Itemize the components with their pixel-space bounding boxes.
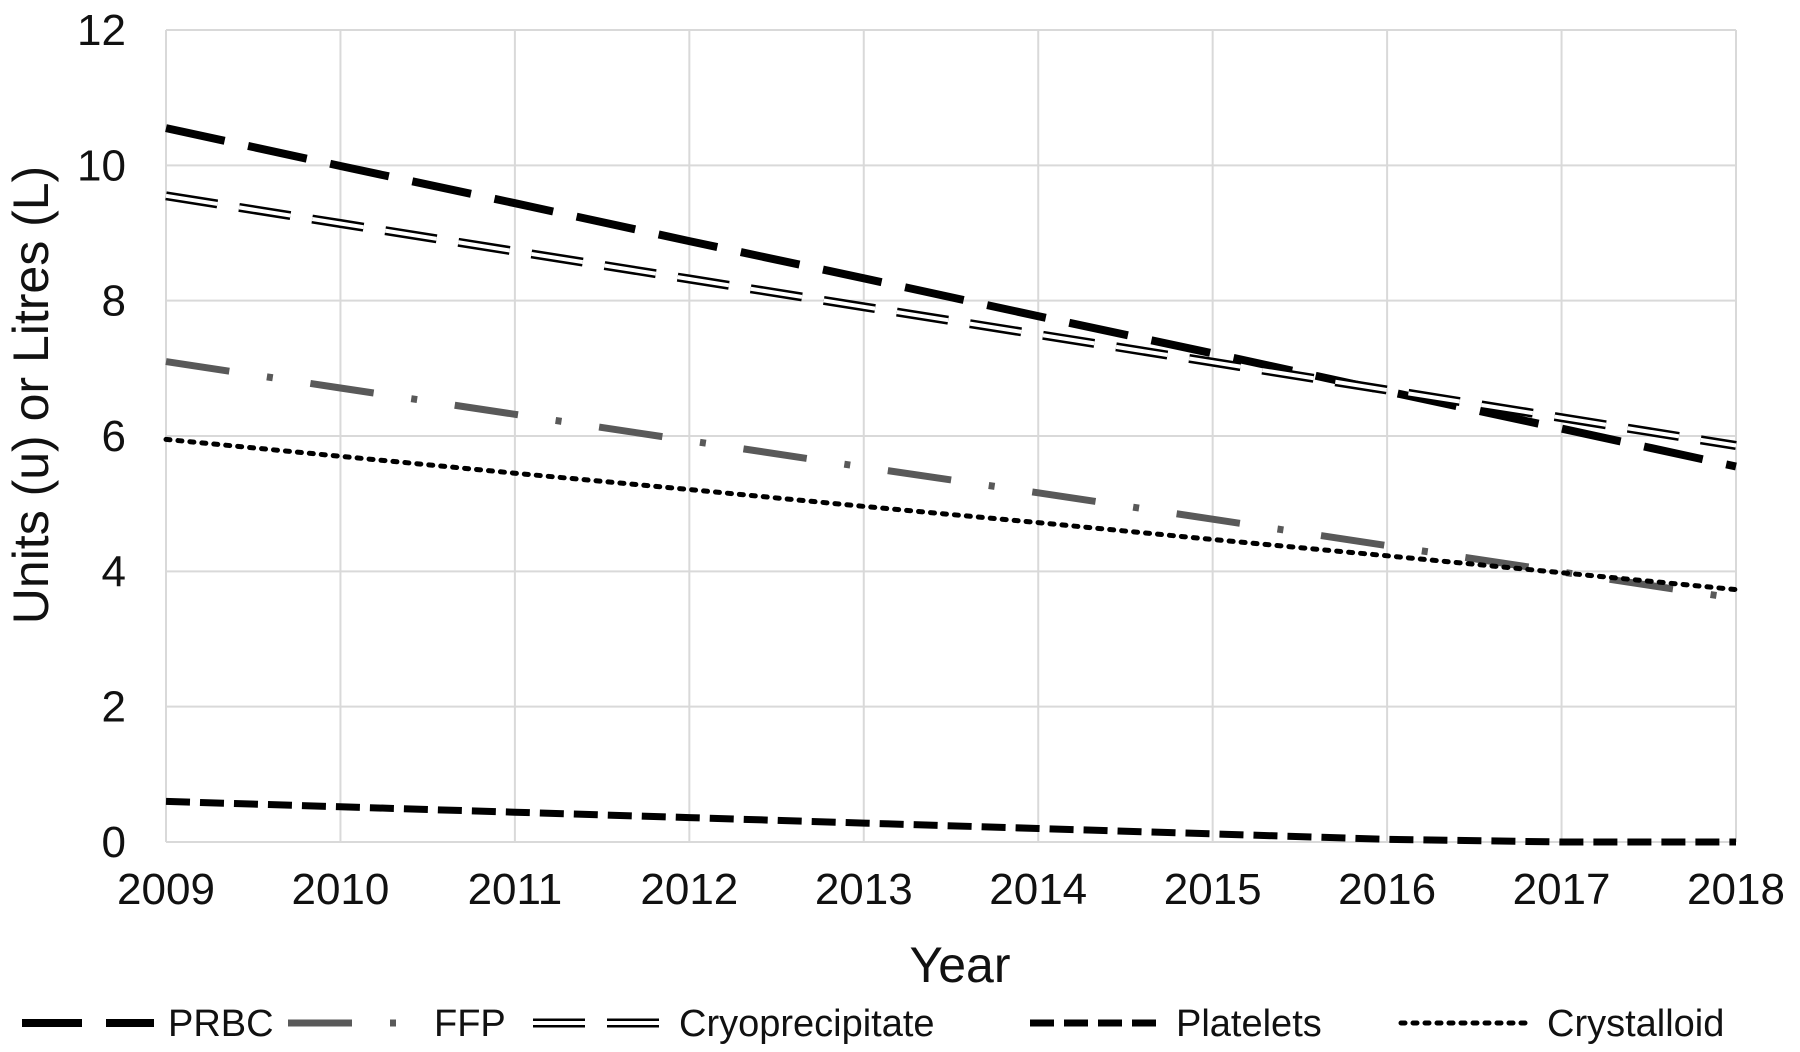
series-platelets: [165, 797, 1736, 846]
series-prbc: [165, 124, 1737, 471]
x-tick-label: 2018: [1687, 865, 1785, 914]
x-tick-label: 2011: [468, 865, 563, 914]
legend-label: Cryoprecipitate: [679, 1003, 935, 1045]
x-tick-label: 2010: [291, 865, 389, 914]
legend-label: PRBC: [168, 1003, 274, 1045]
y-tick-labels: 0 2 4 6 8 10 12: [77, 6, 126, 867]
legend-entry-cryoprecipitate: Cryoprecipitate: [533, 1003, 935, 1045]
series-line-ffp: [165, 358, 1737, 602]
x-tick-label: 2017: [1513, 865, 1611, 914]
x-tick-labels: 2009 2010 2011 2012 2013 2014 2015 2016 2017 2018: [117, 865, 1785, 914]
series-line-cryoprecipitate-inner: [165, 193, 1737, 448]
x-tick-label: 2016: [1338, 865, 1436, 914]
x-tick-label: 2012: [640, 865, 738, 914]
series-line-prbc: [165, 124, 1737, 471]
y-tick-label: 4: [102, 547, 126, 596]
legend: PRBC FFP Cryoprecipitate Platelets Crystallo…: [22, 1003, 1724, 1045]
legend-entry-platelets: Platelets: [1030, 1003, 1322, 1045]
x-tick-label: 2009: [117, 865, 215, 914]
legend-entry-ffp: FFP: [288, 1003, 506, 1045]
y-tick-label: 12: [77, 6, 126, 55]
legend-entry-crystalloid: Crystalloid: [1398, 1003, 1724, 1045]
x-tick-label: 2015: [1164, 865, 1262, 914]
y-tick-label: 10: [77, 141, 126, 190]
legend-entry-prbc: PRBC: [22, 1003, 274, 1045]
y-tick-label: 2: [102, 683, 126, 732]
y-axis-title: Units (u) or Litres (L): [3, 166, 59, 624]
y-tick-label: 6: [102, 412, 126, 461]
series-cryoprecipitate: [165, 191, 1737, 450]
legend-label: FFP: [434, 1003, 506, 1045]
series-line-crystalloid: [163, 436, 1739, 593]
legend-label: Crystalloid: [1547, 1003, 1724, 1045]
series-crystalloid: [163, 436, 1739, 593]
x-axis-title: Year: [909, 937, 1010, 993]
legend-label: Platelets: [1176, 1003, 1322, 1045]
y-tick-label: 0: [102, 818, 126, 867]
series-ffp: [165, 358, 1737, 602]
series-line-platelets: [165, 797, 1736, 846]
x-tick-label: 2013: [815, 865, 913, 914]
series-layer: [163, 124, 1739, 846]
y-tick-label: 8: [102, 277, 126, 326]
x-tick-label: 2014: [989, 865, 1087, 914]
